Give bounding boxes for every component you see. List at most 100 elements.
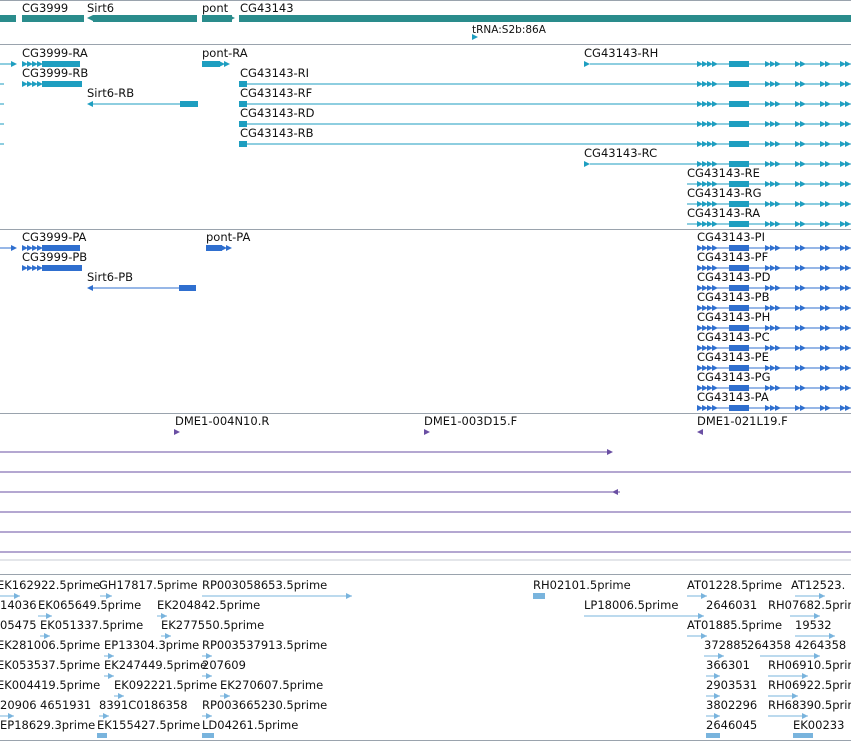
transcript-glyph[interactable] — [840, 101, 846, 107]
transcript-glyph[interactable] — [765, 101, 771, 107]
protein-glyph[interactable] — [845, 345, 851, 351]
transcript-glyph[interactable] — [239, 141, 247, 147]
transcript-glyph[interactable] — [775, 101, 781, 107]
protein-glyph[interactable] — [729, 365, 749, 371]
transcript-glyph[interactable] — [820, 201, 826, 207]
protein-glyph[interactable] — [820, 245, 826, 251]
est-label[interactable]: LP18006.5prime — [584, 598, 679, 612]
protein-glyph[interactable] — [845, 365, 851, 371]
transcript-label[interactable]: CG43143-RA — [687, 206, 761, 220]
protein-glyph[interactable] — [820, 265, 826, 271]
est-label[interactable]: RH02101.5prime — [533, 578, 631, 592]
transcript-glyph[interactable] — [845, 161, 851, 167]
est-glyph[interactable] — [814, 653, 820, 659]
est-label[interactable]: 19532 — [795, 618, 832, 632]
transcript-glyph[interactable] — [845, 221, 851, 227]
est-label[interactable]: EK155427.5prime — [97, 718, 201, 732]
transcript-glyph[interactable] — [219, 61, 225, 67]
protein-glyph[interactable] — [712, 305, 718, 311]
est-glyph[interactable] — [706, 733, 720, 738]
transcript-glyph[interactable] — [729, 101, 749, 107]
clone-glyph[interactable] — [697, 429, 703, 435]
protein-glyph[interactable] — [770, 285, 776, 291]
protein-glyph[interactable] — [800, 245, 806, 251]
protein-glyph[interactable] — [697, 325, 703, 331]
est-label[interactable]: RH06910.5prime — [768, 658, 851, 672]
protein-glyph[interactable] — [775, 285, 781, 291]
protein-glyph[interactable] — [795, 305, 801, 311]
protein-label[interactable]: CG43143-PB — [697, 290, 770, 304]
est-label[interactable]: 2646045 — [706, 718, 758, 732]
protein-glyph[interactable] — [765, 365, 771, 371]
transcript-glyph[interactable] — [775, 141, 781, 147]
protein-glyph[interactable] — [775, 265, 781, 271]
transcript-glyph[interactable] — [770, 181, 776, 187]
protein-glyph[interactable] — [765, 405, 771, 411]
gene-glyph[interactable] — [239, 15, 851, 22]
protein-glyph[interactable] — [702, 325, 708, 331]
clone-glyph[interactable] — [174, 429, 180, 435]
protein-glyph[interactable] — [729, 245, 749, 251]
protein-glyph[interactable] — [845, 305, 851, 311]
protein-glyph[interactable] — [820, 305, 826, 311]
protein-label[interactable]: CG43143-PG — [697, 370, 771, 384]
transcript-glyph[interactable] — [820, 221, 826, 227]
protein-glyph[interactable] — [22, 265, 28, 271]
protein-glyph[interactable] — [825, 285, 831, 291]
protein-label[interactable]: CG43143-PC — [697, 330, 770, 344]
protein-glyph[interactable] — [765, 285, 771, 291]
protein-glyph[interactable] — [702, 365, 708, 371]
protein-glyph[interactable] — [765, 305, 771, 311]
transcript-glyph[interactable] — [775, 221, 781, 227]
protein-glyph[interactable] — [37, 265, 43, 271]
protein-glyph[interactable] — [820, 365, 826, 371]
protein-glyph[interactable] — [27, 265, 33, 271]
protein-glyph[interactable] — [820, 385, 826, 391]
transcript-glyph[interactable] — [62, 61, 80, 67]
transcript-label[interactable]: CG43143-RI — [240, 66, 310, 80]
protein-glyph[interactable] — [800, 285, 806, 291]
est-label[interactable]: RH06922.5prime — [768, 678, 851, 692]
est-glyph[interactable] — [206, 653, 212, 659]
trna-label[interactable]: tRNA:S2b:86A — [472, 24, 546, 36]
protein-glyph[interactable] — [765, 385, 771, 391]
protein-glyph[interactable] — [712, 405, 718, 411]
protein-glyph[interactable] — [825, 365, 831, 371]
protein-glyph[interactable] — [22, 245, 28, 251]
protein-glyph[interactable] — [800, 385, 806, 391]
transcript-glyph[interactable] — [820, 161, 826, 167]
protein-glyph[interactable] — [840, 385, 846, 391]
protein-glyph[interactable] — [825, 345, 831, 351]
est-glyph[interactable] — [698, 613, 704, 619]
est-glyph[interactable] — [829, 633, 835, 639]
protein-glyph[interactable] — [62, 265, 82, 271]
protein-glyph[interactable] — [845, 325, 851, 331]
transcript-glyph[interactable] — [845, 101, 851, 107]
protein-glyph[interactable] — [770, 265, 776, 271]
transcript-glyph[interactable] — [729, 141, 749, 147]
transcript-glyph[interactable] — [840, 81, 846, 87]
protein-glyph[interactable] — [32, 265, 38, 271]
transcript-glyph[interactable] — [795, 61, 801, 67]
protein-glyph[interactable] — [795, 265, 801, 271]
est-glyph[interactable] — [103, 713, 109, 719]
protein-glyph[interactable] — [702, 245, 708, 251]
gene-label-pont[interactable]: pont — [202, 1, 229, 15]
est-label[interactable]: EK247449.5prime — [104, 658, 208, 672]
transcript-glyph[interactable] — [712, 181, 718, 187]
transcript-glyph[interactable] — [697, 121, 703, 127]
protein-glyph[interactable] — [27, 245, 33, 251]
transcript-glyph[interactable] — [770, 81, 776, 87]
protein-label[interactable]: CG43143-PA — [697, 390, 769, 404]
transcript-glyph[interactable] — [795, 201, 801, 207]
protein-glyph[interactable] — [729, 405, 749, 411]
transcript-glyph[interactable] — [775, 121, 781, 127]
protein-glyph[interactable] — [712, 385, 718, 391]
est-label[interactable]: 2903531 — [706, 678, 758, 692]
protein-glyph[interactable] — [11, 245, 17, 251]
transcript-glyph[interactable] — [765, 61, 771, 67]
transcript-glyph[interactable] — [707, 101, 713, 107]
transcript-glyph[interactable] — [707, 121, 713, 127]
transcript-glyph[interactable] — [712, 61, 718, 67]
transcript-glyph[interactable] — [825, 161, 831, 167]
